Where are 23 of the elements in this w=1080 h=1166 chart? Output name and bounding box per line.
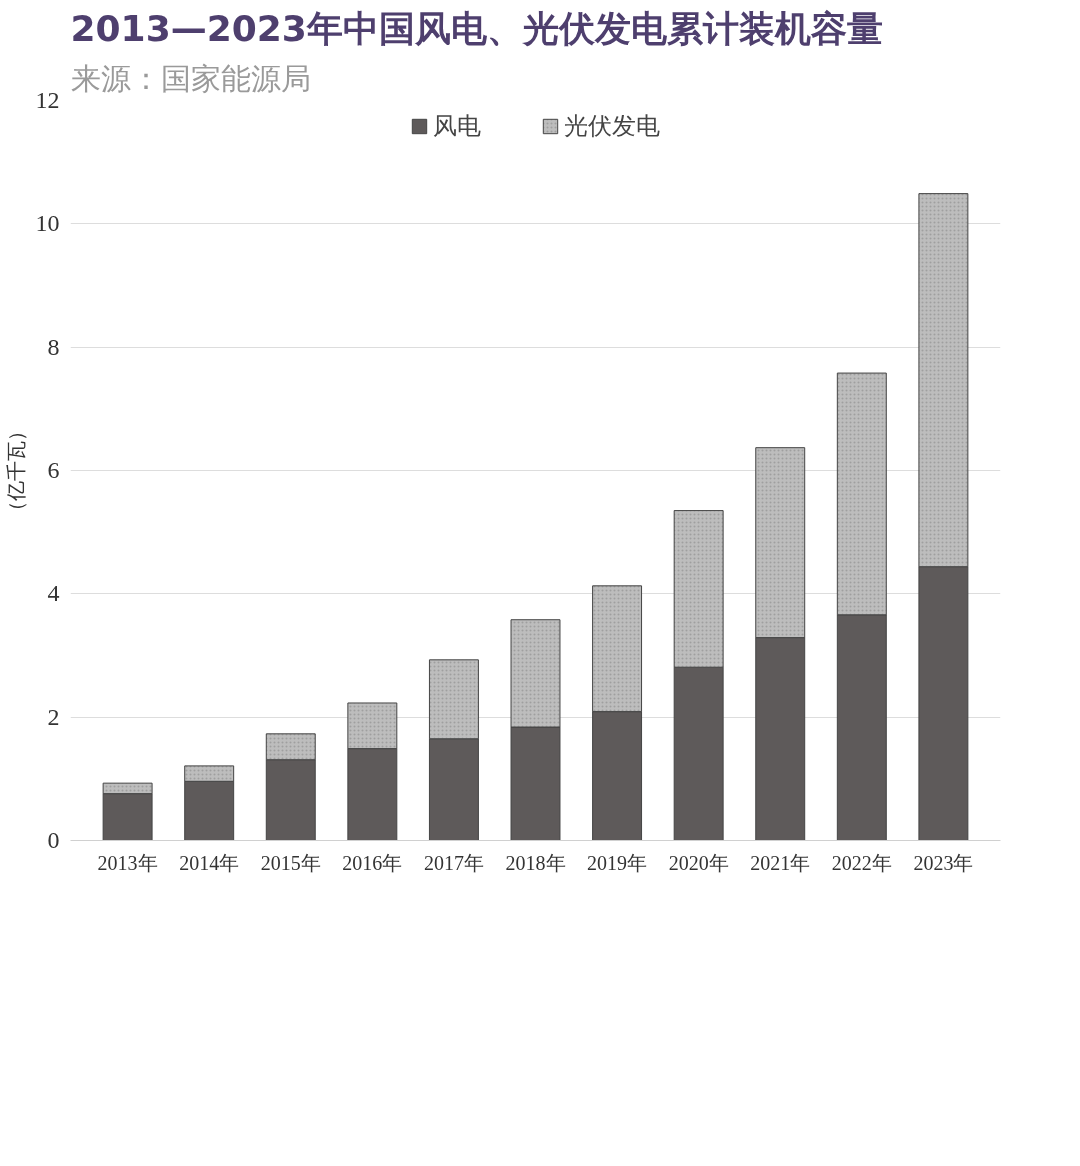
x-tick-label: 2018年 (505, 851, 566, 874)
x-tick-label: 2014年 (179, 851, 240, 874)
x-tick-label: 2016年 (342, 851, 403, 874)
x-tick-label: 2017年 (423, 851, 484, 874)
chart-title: 2013—2023年中国风电、光伏发电累计装机容量 (70, 7, 883, 49)
y-tick-label: 0 (47, 827, 60, 853)
y-axis-title: （亿千瓦） (3, 420, 28, 521)
x-tick-label: 2021年 (750, 851, 811, 874)
y-tick-label: 8 (47, 333, 60, 360)
x-tick-label: 2019年 (587, 851, 648, 874)
chart-subtitle: 来源：国家能源局 (70, 60, 311, 96)
x-tick-label: 2022年 (831, 851, 892, 874)
y-tick-label: 10 (35, 210, 60, 237)
y-tick-label: 12 (35, 87, 60, 113)
x-tick-label: 2013年 (97, 851, 158, 874)
y-tick-label: 2 (47, 703, 60, 730)
legend-label: 风电 (433, 111, 481, 142)
legend-label: 光伏发电 (564, 111, 660, 142)
y-tick-label: 4 (47, 580, 60, 607)
x-tick-label: 2015年 (260, 851, 321, 874)
x-tick-label: 2023年 (913, 851, 974, 874)
y-tick-label: 6 (47, 457, 60, 483)
x-tick-label: 2020年 (668, 851, 729, 874)
